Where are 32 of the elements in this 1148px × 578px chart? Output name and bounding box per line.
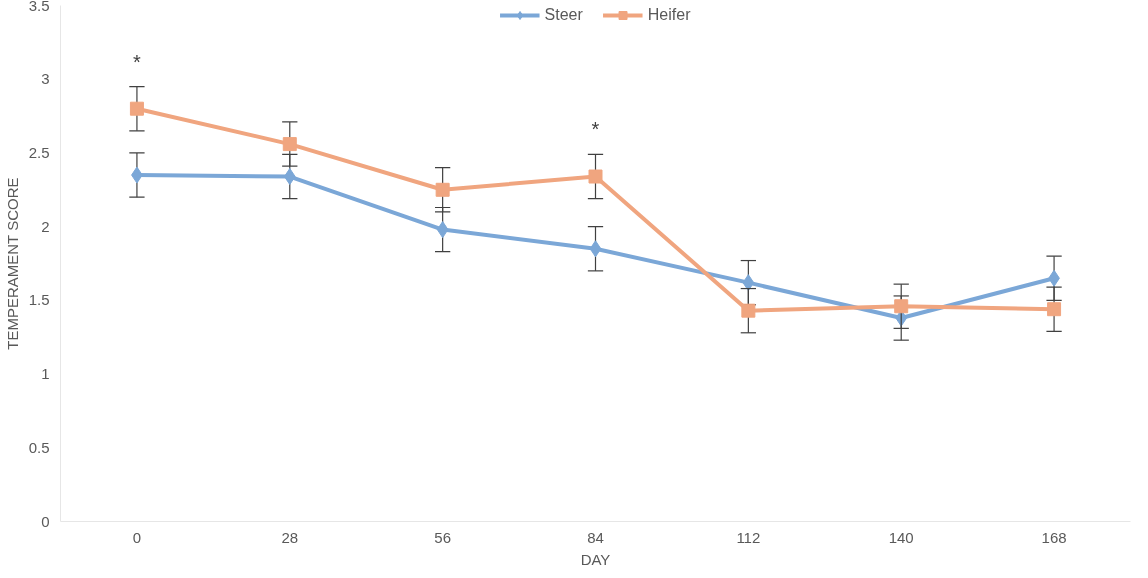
point <box>129 101 144 116</box>
y-tick-label: 3.5 <box>28 0 50 14</box>
x-tick-label: 56 <box>434 528 451 546</box>
point <box>894 299 909 314</box>
y-tick-label: 1 <box>41 365 50 383</box>
x-tick-label: 84 <box>587 528 604 546</box>
y-axis-title: TEMPERAMENT SCORE <box>3 177 21 350</box>
legend-label: Steer <box>544 6 583 24</box>
legend-label: Heifer <box>647 6 691 24</box>
x-tick-label: 168 <box>1041 528 1067 546</box>
point <box>588 169 603 184</box>
point <box>283 168 296 186</box>
y-tick-label: 1.5 <box>28 291 50 309</box>
point <box>435 182 450 197</box>
y-tick-label: 3 <box>41 70 50 88</box>
y-tick-label: 0 <box>41 512 50 530</box>
y-tick-label: 0.5 <box>28 438 50 456</box>
point <box>589 240 602 258</box>
point <box>1047 302 1062 317</box>
x-tick-label: 28 <box>281 528 299 546</box>
point <box>741 303 756 318</box>
x-tick-label: 140 <box>888 528 914 546</box>
x-tick-label: 0 <box>132 528 142 546</box>
y-tick-label: 2.5 <box>28 143 50 161</box>
point <box>742 274 755 292</box>
x-axis-title: DAY <box>580 550 611 568</box>
annotation: * <box>591 118 600 141</box>
y-tick-label: 2 <box>41 217 50 235</box>
x-tick-label: 112 <box>736 528 761 546</box>
annotation: * <box>133 50 142 73</box>
point <box>282 137 297 152</box>
point <box>436 221 449 239</box>
